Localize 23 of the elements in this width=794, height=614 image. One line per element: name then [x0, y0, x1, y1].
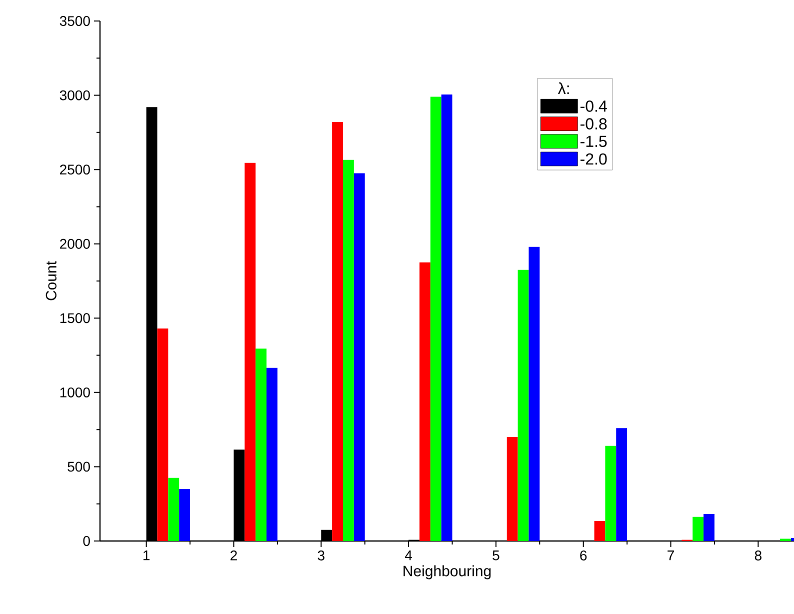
y-tick-label: 0 [83, 536, 90, 546]
x-tick-label: 8 [754, 550, 762, 560]
y-tick-label: 500 [68, 462, 90, 472]
y-tick-label: 1500 [60, 313, 90, 324]
x-tick-label: 2 [230, 550, 237, 560]
legend-label: -0.4 [580, 100, 607, 112]
x-tick-label: 6 [580, 550, 587, 560]
x-axis-title: Neighbouring [404, 565, 491, 580]
y-tick-label: 2500 [60, 164, 90, 175]
x-tick-label: 4 [404, 550, 412, 560]
legend-label: -1.5 [580, 136, 607, 148]
y-tick-label: 1000 [60, 387, 90, 398]
x-tick-label: 7 [668, 550, 674, 560]
x-tick-label: 3 [318, 550, 324, 560]
x-tick-label: 1 [144, 550, 150, 560]
y-tick-label: 2000 [60, 238, 90, 249]
legend-label: -0.8 [580, 118, 607, 130]
legend-title: λ: [558, 82, 569, 94]
y-axis-title: Count [46, 261, 56, 300]
legend-label: -2.0 [580, 153, 607, 165]
y-tick-label: 3500 [60, 16, 90, 26]
x-tick-label: 5 [492, 550, 500, 560]
y-tick-label: 3000 [60, 90, 90, 100]
